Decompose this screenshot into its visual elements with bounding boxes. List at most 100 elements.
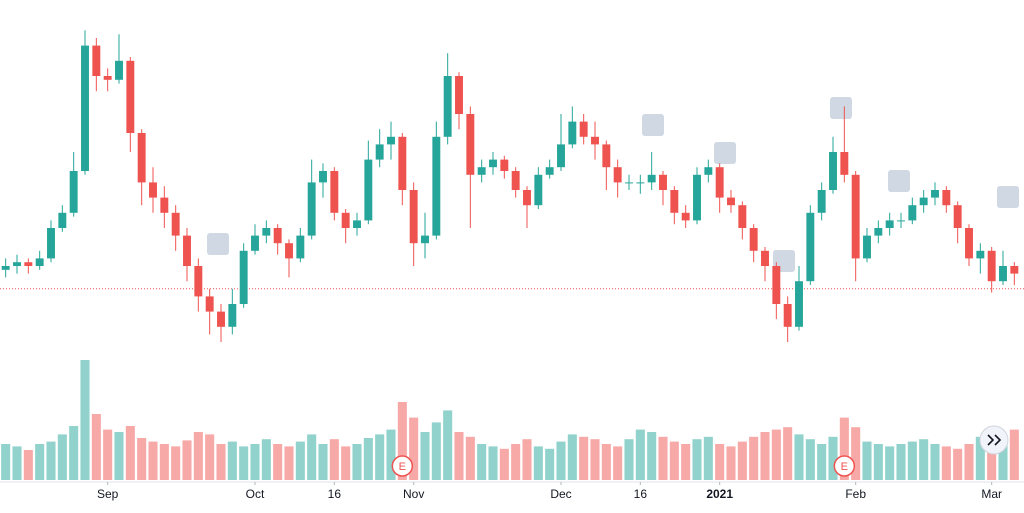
volume-bar — [352, 444, 362, 480]
volume-bar — [465, 436, 475, 480]
candle-body — [897, 220, 905, 222]
volume-bar — [545, 448, 555, 480]
volume-bar — [159, 444, 169, 480]
volume-bar — [341, 446, 351, 480]
volume-bar — [760, 432, 770, 480]
candle-body — [126, 60, 135, 133]
volume-bar — [658, 436, 668, 480]
volume-bar — [46, 441, 56, 480]
volume-bar — [443, 410, 453, 480]
volume-bar — [522, 439, 532, 480]
candle-body — [47, 228, 55, 259]
candle-body — [591, 136, 599, 145]
x-tick-label: Oct — [246, 487, 265, 501]
candle-body — [239, 250, 248, 304]
volume-bar — [1009, 429, 1019, 480]
candle-body — [409, 190, 418, 244]
candle-body — [307, 182, 316, 236]
volume-bar — [692, 439, 702, 480]
volume-bar — [193, 432, 203, 480]
candle-body — [398, 136, 407, 190]
candle-body — [738, 205, 747, 228]
candle-body — [727, 197, 735, 206]
volume-bar — [216, 444, 226, 480]
volume-bar — [511, 444, 521, 480]
volume-bar — [375, 434, 385, 480]
candle-body — [69, 171, 78, 213]
volume-bar — [69, 426, 79, 480]
candle-body — [81, 45, 89, 171]
volume-bar — [624, 439, 634, 480]
candle-body — [205, 296, 214, 312]
volume-bar — [805, 439, 815, 480]
event-label: E — [841, 461, 848, 473]
volume-bar — [771, 429, 781, 480]
volume-bar — [590, 439, 600, 480]
candle-body — [874, 228, 883, 236]
candle-body — [511, 171, 520, 190]
volume-bar — [477, 444, 487, 480]
volume-bar — [227, 441, 237, 480]
candle-body — [953, 205, 962, 228]
candle-body — [840, 152, 849, 175]
candle-body — [1, 266, 10, 270]
candle-body — [24, 262, 33, 266]
volume-bar — [987, 434, 997, 480]
x-tick-label: Dec — [550, 487, 571, 501]
volume-bar — [307, 434, 317, 480]
volume-bar — [953, 448, 963, 480]
volume-bar — [533, 446, 543, 480]
candle-body — [330, 171, 339, 213]
volume-bar — [930, 444, 940, 480]
candle-body — [285, 243, 293, 259]
volume-bar — [239, 446, 249, 480]
candle-body — [557, 144, 565, 168]
candle-body — [863, 235, 871, 259]
candle-body — [375, 144, 384, 160]
candle-body — [715, 167, 724, 198]
candle-body — [636, 182, 645, 184]
candle-body — [364, 159, 373, 221]
volume-bar — [726, 446, 736, 480]
candle-body — [228, 304, 237, 327]
candle-body — [806, 212, 815, 282]
candle-body — [262, 228, 271, 236]
volume-bar — [669, 441, 679, 480]
candle-body — [115, 60, 123, 80]
candle-body — [1010, 266, 1019, 274]
x-tick-label: 2021 — [706, 487, 733, 501]
volume-bar — [567, 434, 577, 480]
candle-body — [670, 190, 679, 213]
signal-icon — [642, 114, 664, 136]
volume-bar — [873, 444, 883, 480]
volume-bar — [851, 427, 861, 480]
volume-bar — [556, 441, 566, 480]
volume-bar — [499, 448, 509, 480]
volume-bar — [885, 446, 895, 480]
volume-bar — [91, 414, 101, 480]
candle-body — [625, 182, 633, 184]
volume-bar — [896, 444, 906, 480]
candle-body — [783, 304, 792, 327]
volume-bar — [363, 438, 373, 480]
volume-bar — [941, 446, 951, 480]
volume-bar — [817, 444, 827, 480]
candle-body — [579, 121, 588, 137]
candle-body — [443, 76, 452, 137]
candle-body — [568, 121, 577, 145]
candle-body — [908, 205, 917, 221]
volume-bar — [828, 436, 838, 480]
candle-body — [477, 167, 486, 175]
volume-bar — [975, 436, 985, 480]
candle-body — [613, 167, 622, 183]
signal-icon — [888, 170, 910, 192]
candle-body — [35, 258, 44, 266]
volume-bar — [964, 444, 974, 480]
volume-bar — [397, 402, 407, 480]
signal-icon — [997, 186, 1019, 208]
candle-body — [851, 174, 860, 259]
candle-body — [681, 212, 690, 221]
x-tick-label: 16 — [634, 487, 648, 501]
volume-bar — [103, 429, 113, 480]
